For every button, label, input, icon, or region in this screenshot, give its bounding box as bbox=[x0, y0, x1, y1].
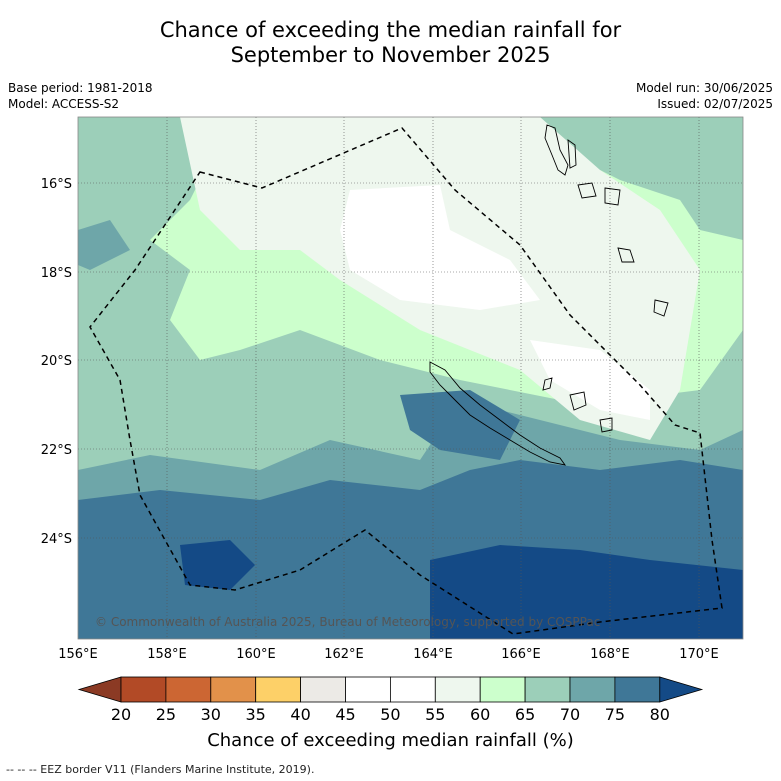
lat-label-20: 20°S bbox=[41, 354, 72, 369]
lon-label-156: 156°E bbox=[58, 647, 98, 662]
colorbar bbox=[77, 676, 704, 703]
colorbar-swatch bbox=[389, 676, 436, 703]
lat-label-18: 18°S bbox=[41, 266, 72, 281]
base-period: Base period: 1981-2018 bbox=[8, 81, 153, 95]
colorbar-swatch bbox=[345, 676, 391, 703]
lat-label-22: 22°S bbox=[41, 443, 72, 458]
colorbar-label: 35 bbox=[245, 705, 266, 724]
field-45-55-south bbox=[530, 340, 650, 420]
copyright-text: © Commonwealth of Australia 2025, Bureau… bbox=[95, 615, 600, 629]
colorbar-swatch bbox=[210, 676, 257, 703]
colorbar-extend-high bbox=[659, 676, 704, 703]
map-title: Chance of exceeding the median rainfall … bbox=[0, 18, 781, 68]
lon-label-170: 170°E bbox=[679, 647, 719, 662]
lat-label-16: 16°S bbox=[41, 177, 72, 192]
colorbar-swatch bbox=[434, 676, 481, 703]
lon-label-164: 164°E bbox=[413, 647, 453, 662]
colorbar-swatch bbox=[120, 676, 167, 703]
colorbar-swatch bbox=[614, 676, 661, 703]
colorbar-label: 60 bbox=[470, 705, 491, 724]
vanuatu-coast bbox=[544, 124, 669, 317]
issued-date: Issued: 02/07/2025 bbox=[657, 97, 773, 111]
lon-label-166: 166°E bbox=[501, 647, 541, 662]
colorbar-title: Chance of exceeding median rainfall (%) bbox=[207, 730, 574, 751]
colorbar-swatch bbox=[300, 676, 346, 703]
field-over-80-west bbox=[180, 540, 255, 590]
title-line-1: Chance of exceeding the median rainfall … bbox=[159, 18, 622, 42]
colorbar-swatch bbox=[569, 676, 616, 703]
field-45-55 bbox=[340, 185, 540, 310]
colorbar-label: 70 bbox=[559, 705, 581, 724]
lon-label-162: 162°E bbox=[324, 647, 364, 662]
colorbar-extend-low bbox=[77, 676, 122, 703]
colorbar-label: 75 bbox=[604, 705, 626, 724]
map-fields bbox=[78, 117, 743, 639]
field-65-70-ne bbox=[540, 117, 743, 240]
colorbar-swatch bbox=[479, 676, 526, 703]
colorbar-label: 40 bbox=[290, 705, 311, 724]
colorbar-label: 50 bbox=[380, 705, 401, 724]
field-70-75-nw bbox=[78, 220, 130, 270]
colorbar-label: 20 bbox=[110, 705, 132, 724]
lon-label-160: 160°E bbox=[236, 647, 276, 662]
colorbar-label: 55 bbox=[425, 705, 446, 724]
lon-label-168: 168°E bbox=[590, 647, 630, 662]
lon-label-158: 158°E bbox=[147, 647, 187, 662]
map-frame bbox=[77, 116, 744, 640]
new-caledonia-coast bbox=[429, 361, 567, 466]
meta-left: Base period: 1981-2018 Model: ACCESS-S2 bbox=[8, 80, 153, 112]
colorbar-swatch bbox=[165, 676, 212, 703]
model-name: Model: ACCESS-S2 bbox=[8, 97, 120, 111]
model-run: Model run: 30/06/2025 bbox=[635, 81, 773, 95]
field-75-80-nc bbox=[400, 390, 520, 460]
meta-right: Model run: 30/06/2025 Issued: 02/07/2025 bbox=[636, 80, 773, 112]
eez-legend-note: -- -- -- EEZ border V11 (Flanders Marine… bbox=[6, 763, 315, 776]
colorbar-swatch bbox=[255, 676, 301, 703]
field-over-80 bbox=[430, 545, 743, 639]
colorbar-label: 65 bbox=[514, 705, 536, 724]
colorbar-label: 30 bbox=[200, 705, 221, 724]
title-line-2: September to November 2025 bbox=[230, 43, 551, 67]
colorbar-label: 25 bbox=[155, 705, 177, 724]
lat-label-24: 24°S bbox=[41, 532, 72, 547]
colorbar-swatch bbox=[524, 676, 571, 703]
colorbar-label: 45 bbox=[335, 705, 356, 724]
eez-border bbox=[89, 127, 723, 635]
colorbar-label: 80 bbox=[649, 705, 670, 724]
loyalty-islands bbox=[542, 377, 613, 433]
